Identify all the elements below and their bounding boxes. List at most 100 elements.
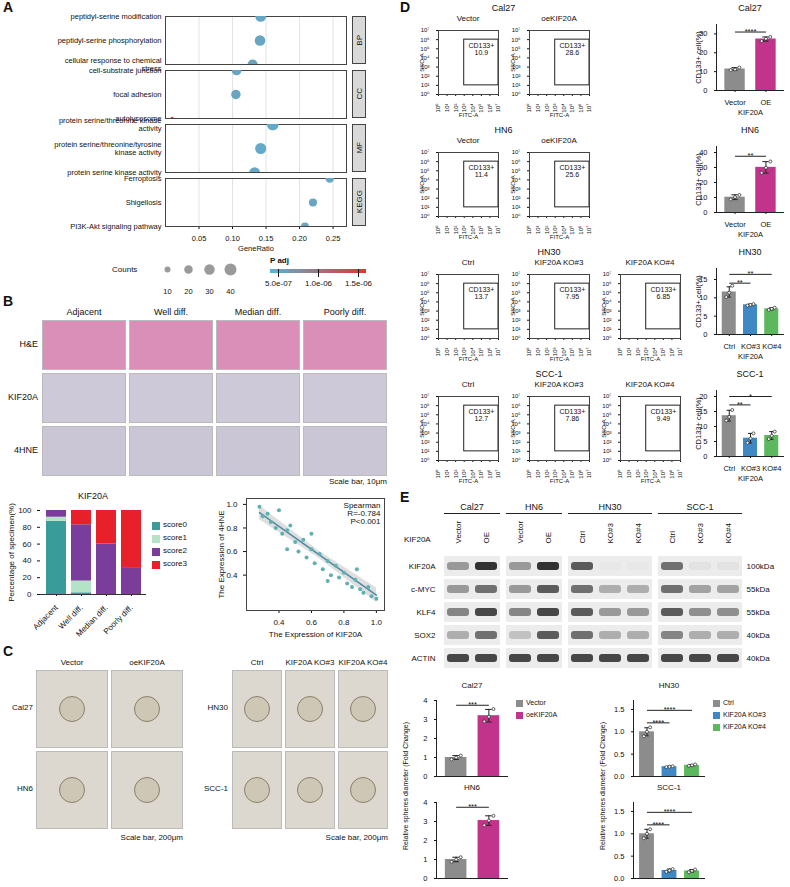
svg-text:Ctrl: Ctrl [723, 342, 735, 351]
svg-text:0: 0 [423, 874, 427, 883]
svg-text:***: *** [468, 802, 477, 811]
svg-text:60: 60 [23, 540, 32, 549]
svg-text:10: 10 [163, 287, 171, 296]
svg-text:FITC-A: FITC-A [550, 234, 569, 240]
svg-text:10⁶: 10⁶ [669, 469, 675, 479]
svg-text:10⁷: 10⁷ [603, 393, 612, 399]
svg-text:**: ** [737, 400, 743, 409]
svg-text:1.0: 1.0 [614, 829, 624, 838]
svg-text:10⁵: 10⁵ [569, 225, 575, 235]
svg-text:10⁷: 10⁷ [603, 271, 612, 277]
svg-text:0: 0 [703, 86, 707, 95]
svg-text:peptidyl-serine modification: peptidyl-serine modification [71, 12, 162, 21]
svg-text:10⁵: 10⁵ [569, 347, 575, 357]
svg-text:40kDa: 40kDa [747, 654, 771, 663]
svg-text:4: 4 [423, 798, 427, 807]
svg-text:10⁷: 10⁷ [421, 27, 430, 33]
svg-text:10²: 10² [544, 103, 550, 112]
svg-text:The Expression of 4HNE: The Expression of 4HNE [217, 510, 226, 598]
svg-text:30: 30 [205, 287, 213, 296]
svg-text:10⁷: 10⁷ [512, 393, 521, 399]
svg-text:0: 0 [27, 590, 32, 599]
svg-text:10¹: 10¹ [512, 326, 521, 332]
svg-text:Ctrl: Ctrl [668, 531, 677, 544]
svg-text:10⁶: 10⁶ [511, 37, 521, 43]
svg-text:KIF20A: KIF20A [738, 352, 763, 361]
svg-text:55kDa: 55kDa [747, 608, 771, 617]
svg-text:CD133+28.6: CD133+28.6 [559, 42, 585, 56]
svg-text:KIF20A: KIF20A [738, 474, 763, 483]
svg-text:10¹: 10¹ [421, 82, 430, 88]
svg-text:CD133+12.7: CD133+12.7 [468, 408, 494, 422]
svg-text:****: **** [664, 705, 676, 714]
svg-text:cell-substrate junction: cell-substrate junction [89, 66, 162, 75]
svg-text:SpearmanR=-0.784P<0.001: SpearmanR=-0.784P<0.001 [344, 501, 381, 526]
svg-text:CD133+10.9: CD133+10.9 [468, 42, 494, 56]
svg-text:KO#3: KO#3 [606, 522, 615, 543]
svg-text:100kDa: 100kDa [747, 562, 775, 571]
svg-text:10⁶: 10⁶ [578, 469, 584, 479]
svg-text:10²: 10² [603, 439, 612, 445]
svg-text:0.6: 0.6 [306, 618, 318, 627]
svg-text:10²: 10² [603, 317, 612, 323]
svg-text:1.5: 1.5 [614, 807, 624, 816]
svg-text:10⁶: 10⁶ [511, 159, 521, 165]
svg-text:Vector: Vector [724, 220, 746, 229]
svg-text:SSC-A: SSC-A [601, 297, 607, 315]
svg-text:40: 40 [226, 287, 234, 296]
svg-text:10⁰: 10⁰ [511, 213, 521, 219]
svg-text:10⁵: 10⁵ [602, 412, 612, 418]
svg-text:**: ** [737, 278, 743, 287]
svg-text:PI3K-Akt signaling pathway: PI3K-Akt signaling pathway [70, 222, 162, 231]
svg-text:10⁵: 10⁵ [602, 290, 612, 296]
svg-text:0.15: 0.15 [259, 234, 274, 243]
svg-text:CD133+6.85: CD133+6.85 [650, 286, 676, 300]
svg-text:10¹: 10¹ [444, 469, 450, 478]
svg-text:10¹: 10¹ [626, 469, 632, 478]
svg-text:1: 1 [423, 855, 427, 864]
svg-text:0.6: 0.6 [226, 547, 238, 556]
svg-text:20: 20 [23, 573, 32, 582]
svg-text:FITC-A: FITC-A [550, 478, 569, 484]
svg-text:10¹: 10¹ [421, 204, 430, 210]
svg-text:10⁵: 10⁵ [569, 103, 575, 113]
svg-text:0.4: 0.4 [273, 618, 285, 627]
svg-text:0: 0 [703, 330, 707, 339]
svg-text:SSC-A: SSC-A [419, 175, 425, 193]
svg-text:FITC-A: FITC-A [550, 112, 569, 118]
svg-text:10⁵: 10⁵ [420, 168, 430, 174]
svg-text:10⁶: 10⁶ [511, 403, 521, 409]
svg-text:**: ** [748, 151, 754, 160]
svg-text:10⁶: 10⁶ [420, 403, 430, 409]
svg-text:10⁰: 10⁰ [420, 213, 430, 219]
svg-text:CD133+ cell(%): CD133+ cell(%) [694, 153, 703, 206]
svg-text:10⁶: 10⁶ [420, 281, 430, 287]
svg-text:10⁷: 10⁷ [421, 271, 430, 277]
svg-text:FITC-A: FITC-A [459, 234, 478, 240]
svg-text:protein serine/threonine/tyros: protein serine/threonine/tyrosinekinase … [54, 140, 161, 157]
svg-text:0: 0 [703, 208, 707, 217]
svg-text:10⁷: 10⁷ [495, 104, 501, 113]
svg-text:1: 1 [423, 753, 427, 762]
svg-text:FITC-A: FITC-A [459, 356, 478, 362]
svg-text:10⁵: 10⁵ [511, 412, 521, 418]
svg-text:CD133+9.49: CD133+9.49 [650, 408, 676, 422]
svg-text:OE: OE [761, 220, 772, 229]
svg-text:10⁶: 10⁶ [602, 281, 612, 287]
svg-text:3: 3 [423, 817, 427, 826]
svg-text:10⁶: 10⁶ [420, 37, 430, 43]
svg-text:1.5: 1.5 [614, 705, 624, 714]
svg-text:Poorly diff.: Poorly diff. [102, 603, 135, 636]
svg-text:10¹: 10¹ [444, 103, 450, 112]
svg-text:focal adhesion: focal adhesion [113, 90, 161, 99]
svg-text:10⁵: 10⁵ [569, 469, 575, 479]
svg-text:KO#3: KO#3 [696, 522, 705, 543]
svg-text:10⁰: 10⁰ [526, 225, 532, 235]
svg-text:10²: 10² [453, 225, 459, 234]
svg-text:Vector: Vector [516, 520, 525, 543]
svg-text:0.8: 0.8 [226, 524, 238, 533]
svg-text:10²: 10² [453, 103, 459, 112]
svg-text:Vector: Vector [724, 98, 746, 107]
svg-text:10⁶: 10⁶ [420, 159, 430, 165]
svg-text:CD133+ cell(%): CD133+ cell(%) [694, 31, 703, 84]
